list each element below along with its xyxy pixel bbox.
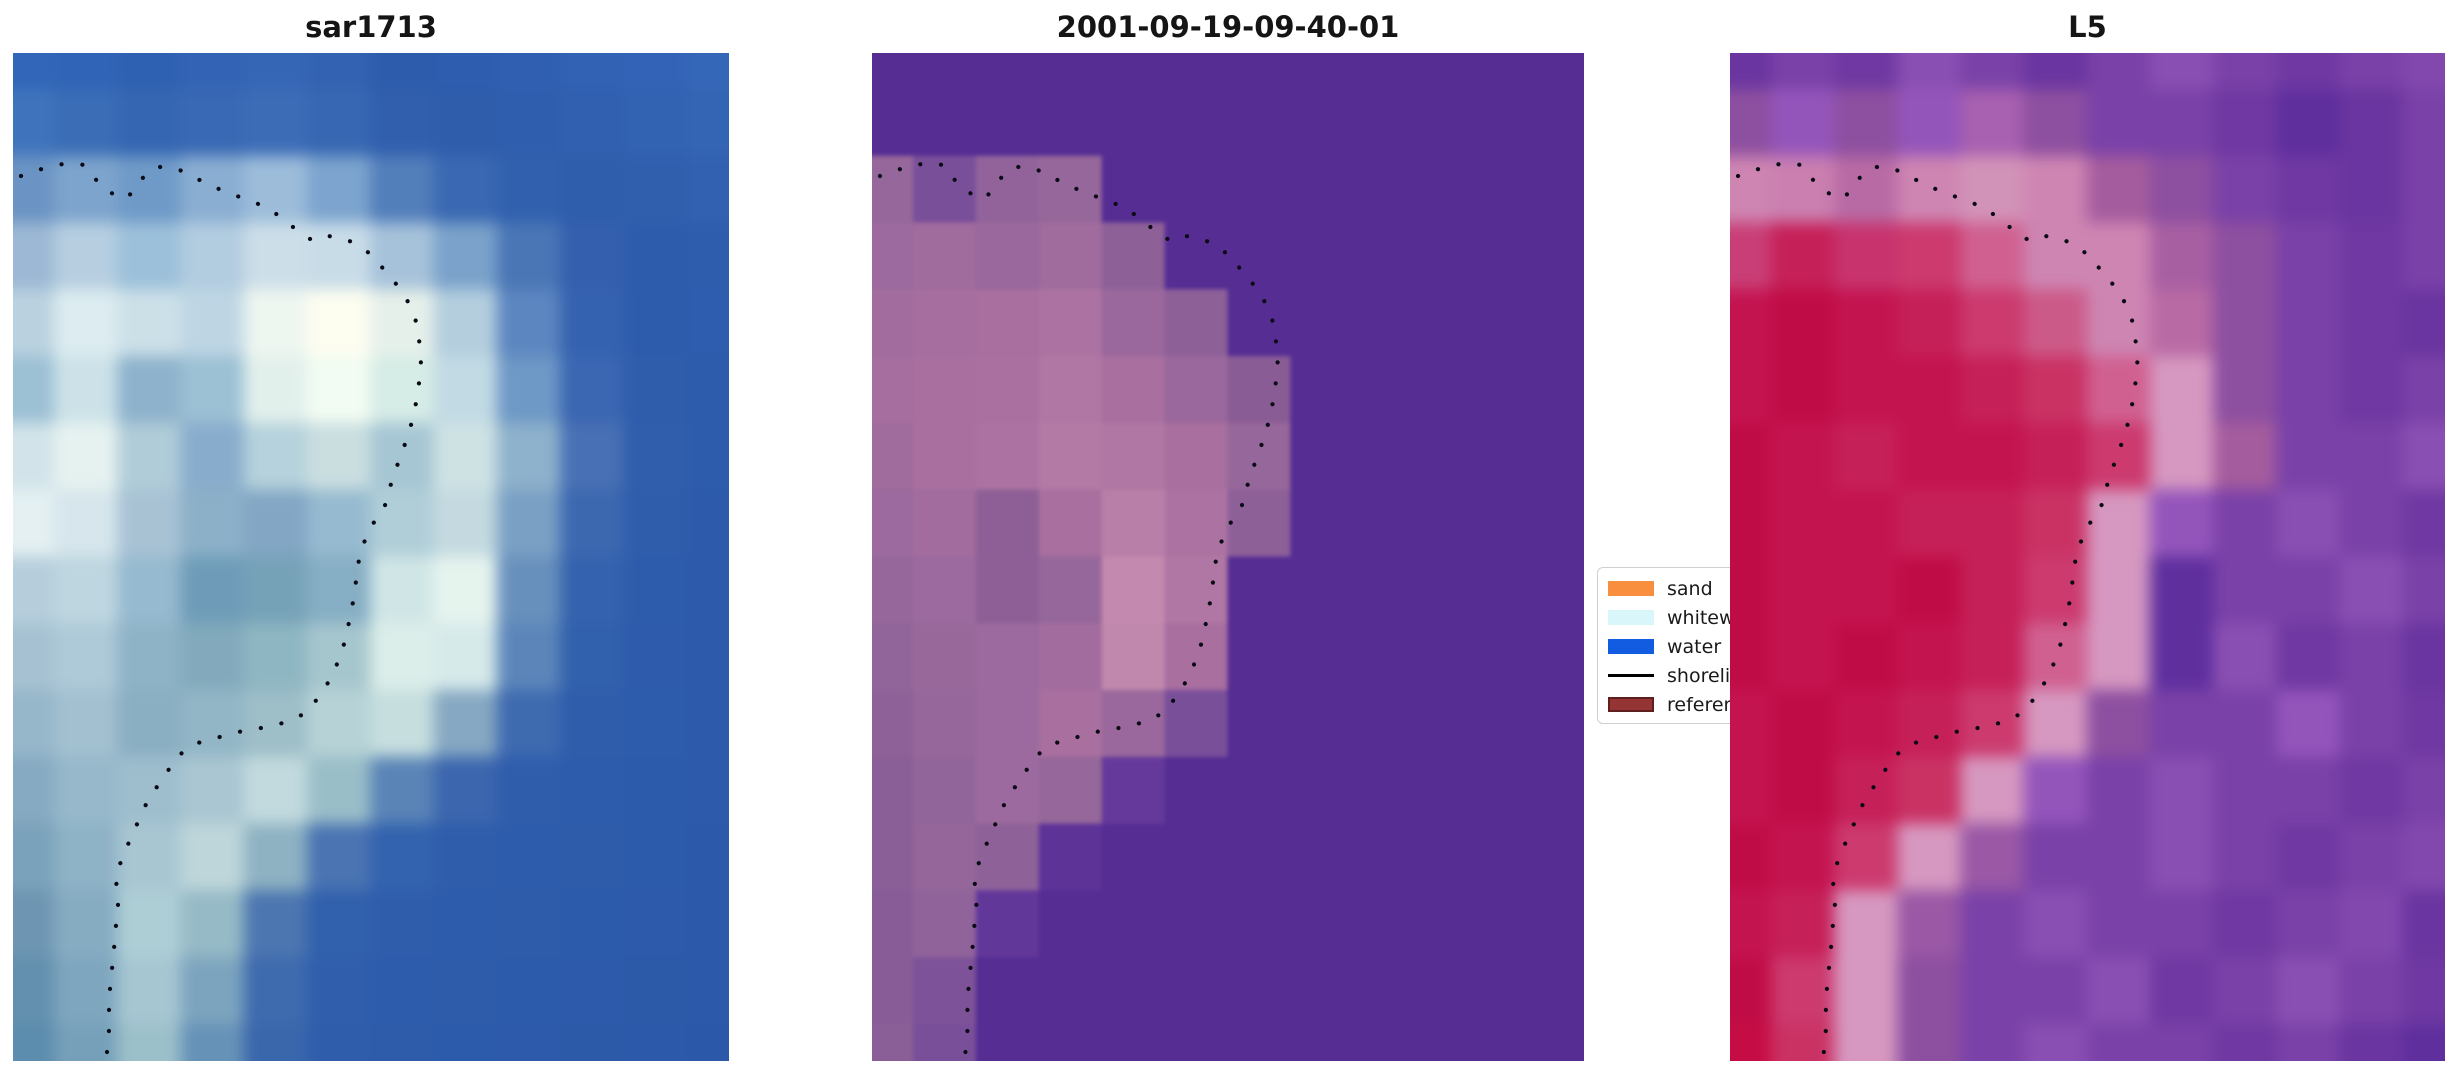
reference-color-swatch bbox=[1608, 697, 1654, 712]
panel-title-sar1713: sar1713 bbox=[305, 10, 437, 44]
sar1713-pixel-grid bbox=[13, 53, 729, 1061]
panel-l5-image bbox=[1730, 53, 2445, 1061]
l5-pixel-grid bbox=[1730, 53, 2445, 1061]
legend-label-sand: sand bbox=[1667, 577, 1713, 600]
panel-sar1713-image bbox=[13, 53, 729, 1061]
sand-color-swatch bbox=[1608, 581, 1654, 596]
shoreline-line-swatch bbox=[1608, 674, 1654, 677]
water-color-swatch bbox=[1608, 639, 1654, 654]
shoreline-dots-overlay bbox=[877, 160, 1280, 1055]
legend-row-water: water bbox=[1608, 632, 1844, 661]
classified-pixel-grid bbox=[872, 53, 1584, 1061]
whitewater-color-swatch bbox=[1608, 610, 1654, 625]
shoreline-dots-overlay bbox=[18, 160, 424, 1055]
panel-classified-image bbox=[872, 53, 1584, 1061]
panel-title-date: 2001-09-19-09-40-01 bbox=[1056, 10, 1400, 44]
legend-row-sand: sand bbox=[1608, 574, 1844, 603]
shoreline-dots-overlay bbox=[1735, 160, 2140, 1055]
legend-label-water: water bbox=[1667, 635, 1722, 658]
panel-title-l5: L5 bbox=[2068, 10, 2107, 44]
